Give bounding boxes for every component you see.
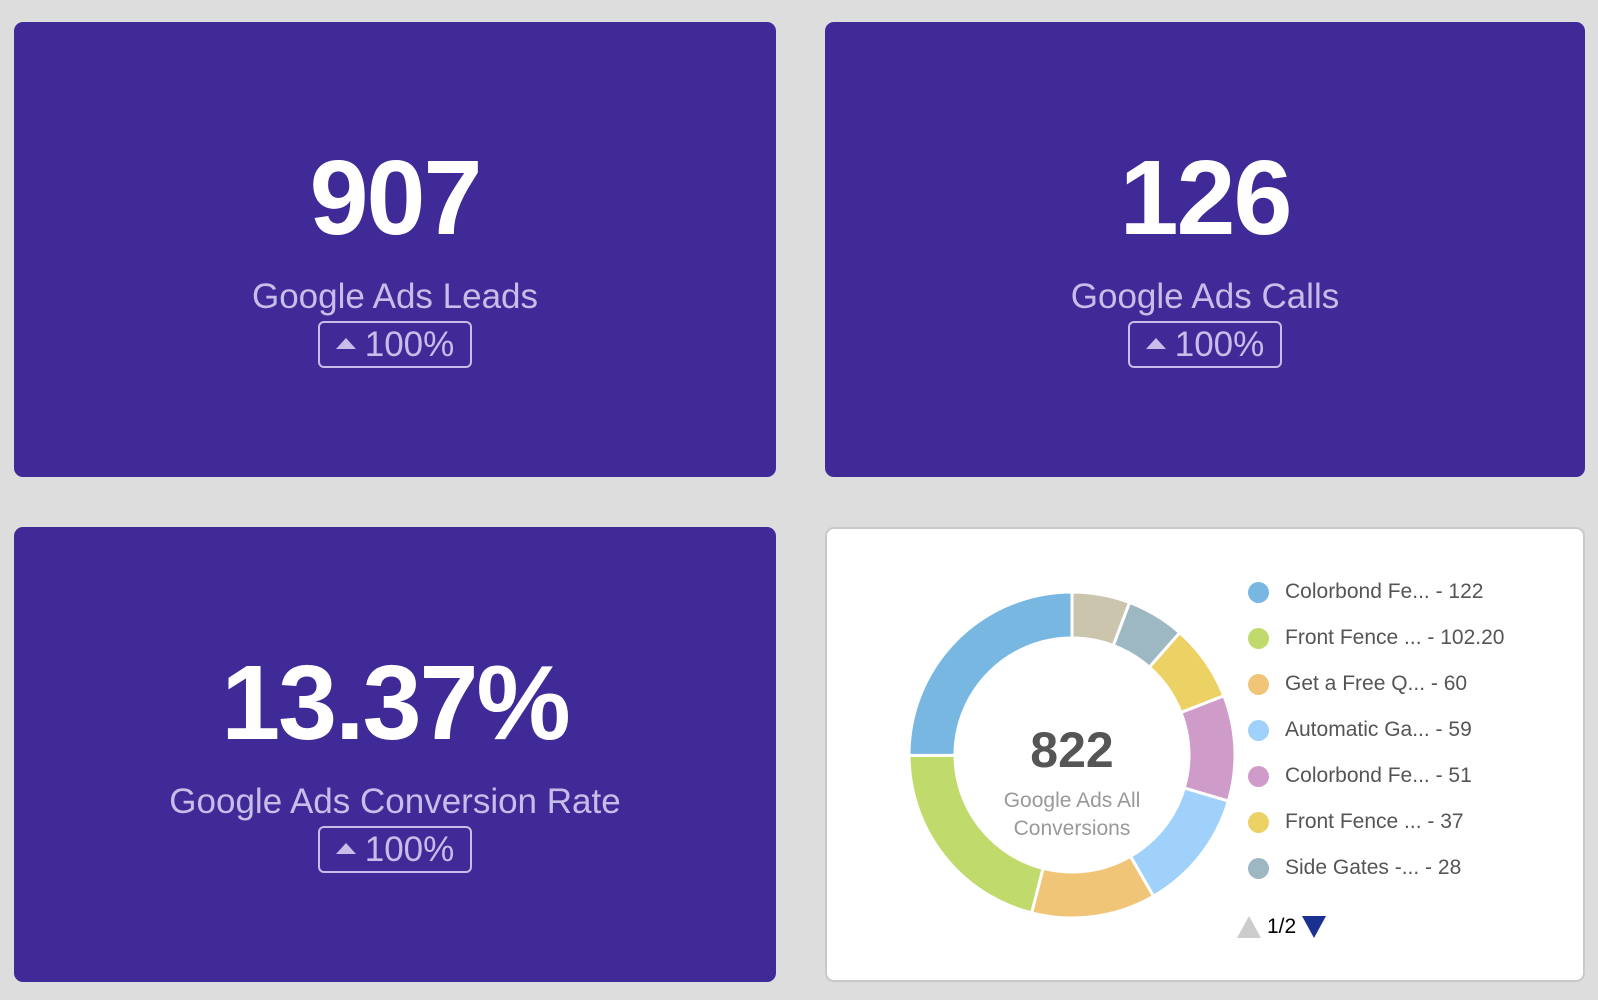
legend-item[interactable]: Get a Free Q... - 60 [1248, 661, 1504, 707]
legend-pager: 1/2 [1237, 915, 1327, 939]
legend-swatch-icon [1248, 765, 1269, 787]
change-value: 100% [364, 829, 455, 869]
legend-item[interactable]: Front Fence ... - 37 [1248, 799, 1504, 845]
donut-slice[interactable] [1179, 693, 1237, 803]
legend-swatch-icon [1248, 719, 1269, 741]
kpi-card-conversion-rate: 13.37% Google Ads Conversion Rate 100% [14, 527, 776, 982]
donut-chart [907, 590, 1237, 920]
legend-label: Colorbond Fe... - 122 [1285, 580, 1484, 603]
change-badge: 100% [1128, 321, 1282, 368]
donut-slice[interactable] [907, 590, 1074, 757]
kpi-label: Google Ads Conversion Rate [169, 782, 621, 821]
change-badge: 100% [318, 321, 472, 368]
change-value: 100% [1174, 324, 1265, 364]
next-page-arrow-icon[interactable] [1302, 916, 1327, 938]
change-badge: 100% [318, 826, 472, 873]
donut-center-label: Google Ads All Conversions [1003, 789, 1141, 840]
kpi-label: Google Ads Calls [1070, 277, 1340, 316]
trend-up-icon [335, 842, 356, 854]
legend-item[interactable]: Side Gates -... - 28 [1248, 845, 1504, 891]
legend-label: Front Fence ... - 37 [1285, 810, 1464, 833]
trend-up-icon [335, 337, 356, 349]
legend-item[interactable]: Automatic Ga... - 59 [1248, 707, 1504, 753]
chart-legend: Colorbond Fe... - 122 Front Fence ... - 1… [1248, 569, 1504, 891]
kpi-value: 126 [1119, 139, 1293, 257]
legend-label: Colorbond Fe... - 51 [1285, 764, 1472, 787]
legend-swatch-icon [1248, 673, 1269, 695]
kpi-value: 907 [309, 139, 483, 257]
previous-page-arrow-icon[interactable] [1237, 916, 1261, 938]
kpi-label: Google Ads Leads [251, 277, 539, 316]
legend-swatch-icon [1248, 627, 1269, 649]
legend-label: Automatic Ga... - 59 [1285, 718, 1472, 741]
kpi-card-leads: 907 Google Ads Leads 100% [14, 22, 776, 477]
legend-item[interactable]: Colorbond Fe... - 51 [1248, 753, 1504, 799]
legend-swatch-icon [1248, 857, 1269, 879]
legend-item[interactable]: Colorbond Fe... - 122 [1248, 569, 1504, 615]
legend-label: Front Fence ... - 102.20 [1285, 626, 1505, 649]
legend-label: Get a Free Q... - 60 [1285, 672, 1468, 695]
legend-page-indicator: 1/2 [1267, 915, 1297, 938]
legend-item[interactable]: Front Fence ... - 102.20 [1248, 615, 1504, 661]
trend-up-icon [1145, 337, 1166, 349]
legend-swatch-icon [1248, 811, 1269, 833]
legend-label: Side Gates -... - 28 [1285, 856, 1462, 879]
change-value: 100% [364, 324, 455, 364]
kpi-card-calls: 126 Google Ads Calls 100% [825, 22, 1585, 477]
donut-center-value: 822 [1030, 722, 1114, 778]
donut-chart-card: 822 Google Ads All Conversions Colorbond… [825, 527, 1585, 982]
legend-swatch-icon [1248, 581, 1269, 603]
donut-slice[interactable] [1029, 854, 1156, 920]
kpi-value: 13.37% [221, 644, 571, 762]
